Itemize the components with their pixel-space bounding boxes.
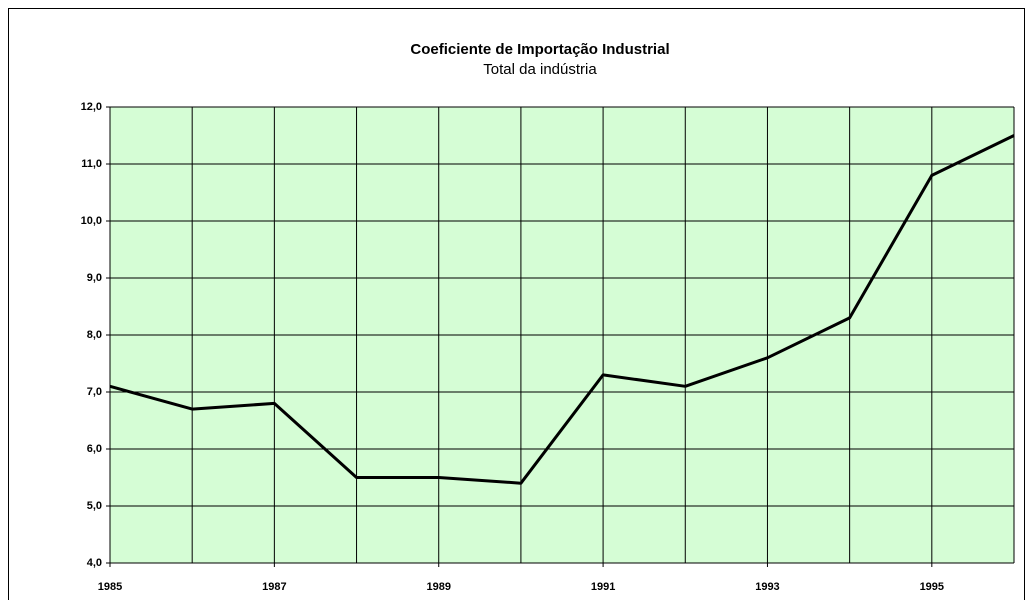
x-tick-label: 1987 <box>262 581 286 593</box>
data-line <box>109 134 1015 485</box>
y-tick-label: 12,0 <box>81 101 102 113</box>
y-tick-label: 4,0 <box>87 557 102 569</box>
y-tick-label: 10,0 <box>81 215 102 227</box>
chart-subtitle: Total da indústria <box>483 61 597 78</box>
y-tick-label: 7,0 <box>87 386 102 398</box>
x-tick-label: 1991 <box>591 581 615 593</box>
y-tick-label: 5,0 <box>87 500 102 512</box>
plot-area: 4,0 5,0 6,0 7,0 8,0 9,0 10,0 11,0 12,0 1985 1987 19… <box>81 101 1015 593</box>
x-tick-label: 1993 <box>755 581 779 593</box>
chart-title: Coeficiente de Importação Industrial <box>410 41 669 58</box>
x-tick-label: 1995 <box>920 581 944 593</box>
y-tick-label: 9,0 <box>87 272 102 284</box>
x-tick-label: 1985 <box>98 581 122 593</box>
y-tick-label: 11,0 <box>81 158 102 170</box>
y-tick-label: 6,0 <box>87 443 102 455</box>
x-tick-label: 1989 <box>426 581 450 593</box>
y-tick-label: 8,0 <box>87 329 102 341</box>
